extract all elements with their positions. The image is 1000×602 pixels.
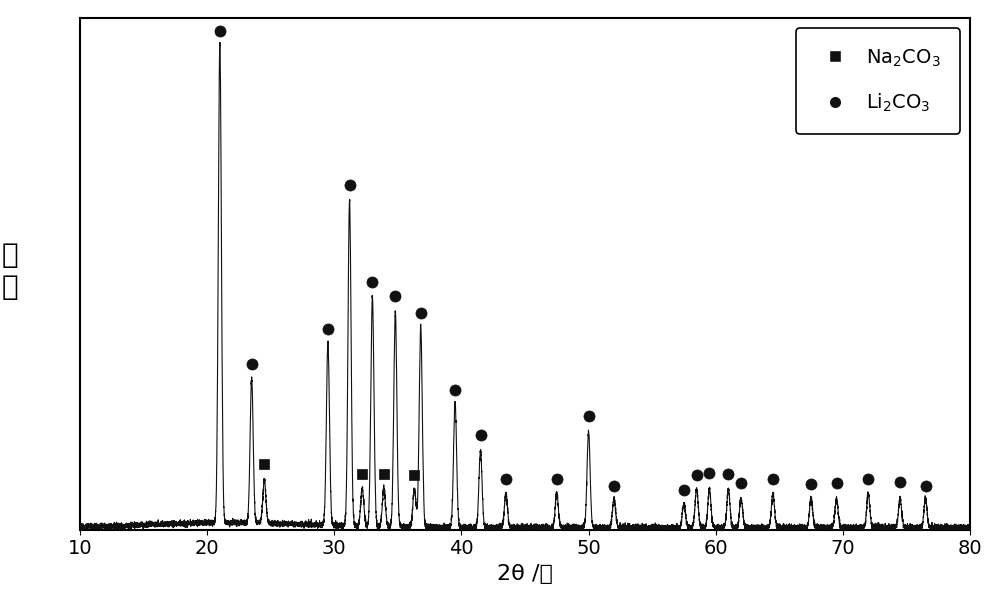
Legend: Na$_2$CO$_3$, Li$_2$CO$_3$: Na$_2$CO$_3$, Li$_2$CO$_3$ bbox=[796, 28, 960, 134]
X-axis label: 2θ /度: 2θ /度 bbox=[497, 564, 553, 584]
Text: 强
度: 强 度 bbox=[2, 241, 18, 301]
